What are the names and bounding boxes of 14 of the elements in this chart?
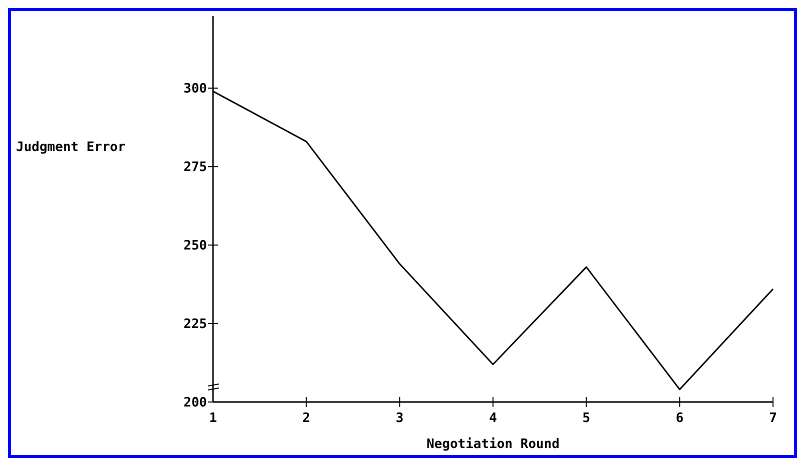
y-tick-label: 250 (184, 238, 208, 254)
y-tick-label: 300 (184, 82, 208, 97)
x-tick-label: 3 (396, 411, 404, 426)
x-tick-label: 5 (582, 411, 590, 426)
y-tick-label: 225 (184, 317, 207, 332)
x-axis-title: Negotiation Round (426, 437, 560, 452)
x-tick-label: 6 (676, 411, 684, 426)
y-axis-title: Judgment Error (16, 140, 126, 155)
x-tick-label: 2 (302, 411, 310, 426)
x-tick-label: 1 (209, 411, 218, 426)
y-tick-label: 200 (184, 396, 208, 411)
x-tick-label: 4 (489, 411, 498, 426)
x-tick-label: 7 (769, 411, 777, 426)
y-tick-label: 275 (184, 160, 207, 176)
